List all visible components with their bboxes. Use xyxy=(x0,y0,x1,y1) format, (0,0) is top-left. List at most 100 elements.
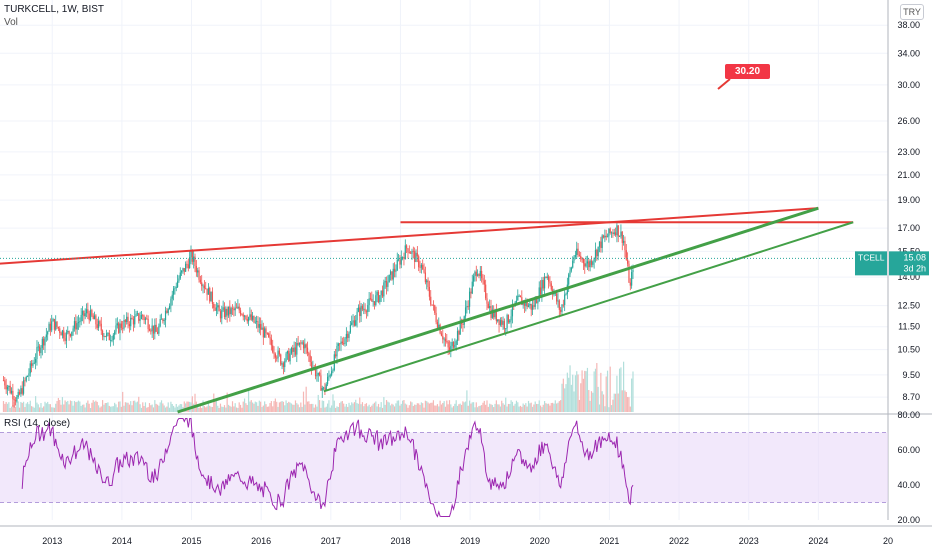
rsi-tick-label: 20.00 xyxy=(897,515,920,525)
candle-body xyxy=(621,231,623,243)
candle-body xyxy=(368,298,370,306)
volume-bar xyxy=(150,405,152,412)
volume-bar xyxy=(471,402,473,412)
volume-bar xyxy=(393,406,396,412)
time-tick-label: 2016 xyxy=(251,536,271,546)
candle-body xyxy=(332,370,334,372)
volume-bar xyxy=(556,403,558,412)
candle-body xyxy=(454,344,456,348)
time-tick-label: 2018 xyxy=(390,536,410,546)
candle-body xyxy=(588,261,590,268)
volume-bar xyxy=(604,406,606,412)
candle-body xyxy=(72,328,74,332)
volume-bar xyxy=(546,403,548,412)
volume-bar xyxy=(566,372,568,412)
volume-bar xyxy=(483,400,485,412)
candle-body xyxy=(249,314,251,318)
volume-bar xyxy=(365,403,368,412)
candle-body xyxy=(585,263,587,267)
volume-bar xyxy=(539,405,542,412)
volume-bar xyxy=(269,403,271,412)
candle-body xyxy=(324,387,326,391)
volume-bar xyxy=(533,404,535,412)
volume-bar xyxy=(389,405,392,412)
volume-bar xyxy=(380,402,382,412)
candle-body xyxy=(515,300,518,303)
volume-bar xyxy=(406,404,408,412)
volume-bar xyxy=(322,400,325,412)
candle-body xyxy=(207,288,210,295)
volume-bar xyxy=(336,406,338,412)
volume-bar xyxy=(258,400,260,412)
candle-body xyxy=(569,270,571,275)
volume-bar xyxy=(490,404,492,412)
candle-body xyxy=(538,287,540,302)
volume-bar xyxy=(197,404,199,412)
volume-bar xyxy=(376,406,378,412)
candle-body xyxy=(100,323,102,331)
price-callout[interactable]: 30.20 xyxy=(725,64,770,79)
volume-bar xyxy=(553,403,555,412)
candle-body xyxy=(18,392,21,395)
candle-body xyxy=(189,257,191,269)
candle-body xyxy=(582,258,585,264)
candle-body xyxy=(14,400,17,402)
candle-body xyxy=(245,315,247,320)
volume-bar xyxy=(444,406,447,412)
currency-button[interactable]: TRY xyxy=(900,4,924,20)
candle-body xyxy=(558,300,560,310)
candle-body xyxy=(193,256,195,262)
volume-bar xyxy=(219,403,222,412)
candle-body xyxy=(314,367,317,377)
candle-body xyxy=(589,260,591,268)
candle-body xyxy=(16,397,18,402)
candle-body xyxy=(560,309,562,312)
candle-body xyxy=(148,329,151,331)
volume-bar xyxy=(270,401,272,412)
candle-body xyxy=(143,316,145,321)
volume-bar xyxy=(372,403,374,412)
volume-bar xyxy=(518,406,520,412)
candle-body xyxy=(415,252,417,262)
candle-body xyxy=(10,390,13,394)
candle-body xyxy=(336,345,338,357)
candle-body xyxy=(278,350,280,355)
candle-body xyxy=(226,308,228,316)
candle-body xyxy=(225,308,227,317)
volume-bar xyxy=(562,378,564,412)
candle-body xyxy=(509,320,511,323)
candle-body xyxy=(497,319,499,322)
volume-bar xyxy=(124,402,126,412)
price-tick-label: 38.00 xyxy=(897,20,920,30)
chart-title: TURKCELL, 1W, BIST xyxy=(4,4,105,15)
volume-bar xyxy=(6,403,9,412)
candle-body xyxy=(76,323,78,330)
volume-bar xyxy=(39,407,41,412)
candle-body xyxy=(221,310,223,319)
candle-body xyxy=(403,257,405,260)
candle-body xyxy=(527,305,530,307)
volume-bar xyxy=(83,404,85,412)
volume-bar xyxy=(581,370,583,412)
volume-bar xyxy=(252,402,254,412)
volume-bar xyxy=(80,405,82,412)
volume-bar xyxy=(440,404,443,412)
candle-body xyxy=(26,376,29,377)
candle-body xyxy=(491,309,493,318)
volume-bar xyxy=(128,404,130,412)
volume-bar xyxy=(32,406,34,412)
candle-body xyxy=(318,372,321,376)
volume-bar xyxy=(260,401,262,412)
candle-body xyxy=(385,280,388,287)
volume-bar xyxy=(460,404,463,412)
volume-bar xyxy=(485,404,487,412)
candle-body xyxy=(33,362,35,364)
volume-bar xyxy=(288,401,290,412)
candle-body xyxy=(312,366,314,368)
volume-bar xyxy=(93,401,96,412)
candle-body xyxy=(112,334,114,341)
candle-body xyxy=(329,375,331,377)
volume-bar xyxy=(207,400,210,412)
candle-body xyxy=(254,321,256,323)
candle-body xyxy=(498,319,500,326)
